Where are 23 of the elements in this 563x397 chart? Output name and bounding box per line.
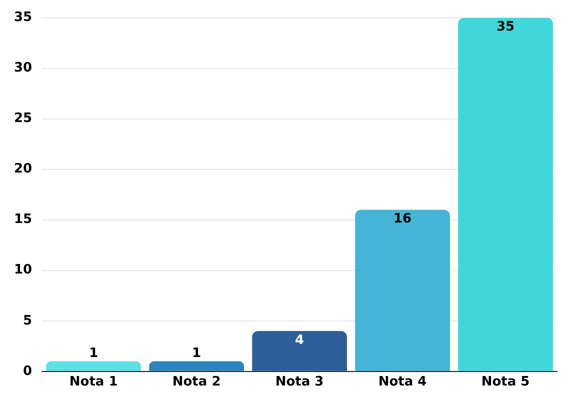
bar <box>458 18 553 371</box>
x-tick-label: Nota 1 <box>69 374 118 390</box>
y-tick-label: 5 <box>23 313 32 328</box>
y-tick-label: 0 <box>23 364 32 379</box>
bar <box>46 361 142 371</box>
data-label: 16 <box>393 212 412 227</box>
data-label: 1 <box>89 346 98 362</box>
bar <box>252 330 347 371</box>
y-tick-label: 30 <box>14 60 32 76</box>
x-tick-label: Nota 4 <box>378 374 427 390</box>
y-tick-label: 15 <box>14 212 32 228</box>
y-tick-label: 25 <box>14 111 32 126</box>
x-tick-label: Nota 5 <box>481 374 530 390</box>
bar <box>149 361 244 371</box>
x-tick-label: Nota 2 <box>172 374 221 390</box>
x-tick-label: Nota 3 <box>275 374 324 390</box>
y-tick-label: 20 <box>14 162 32 177</box>
data-label: 4 <box>295 332 304 348</box>
bar <box>355 210 450 371</box>
y-tick-label: 35 <box>14 10 32 26</box>
data-label: 35 <box>496 20 515 35</box>
y-tick-label: 10 <box>14 262 32 278</box>
data-label: 1 <box>192 346 202 362</box>
